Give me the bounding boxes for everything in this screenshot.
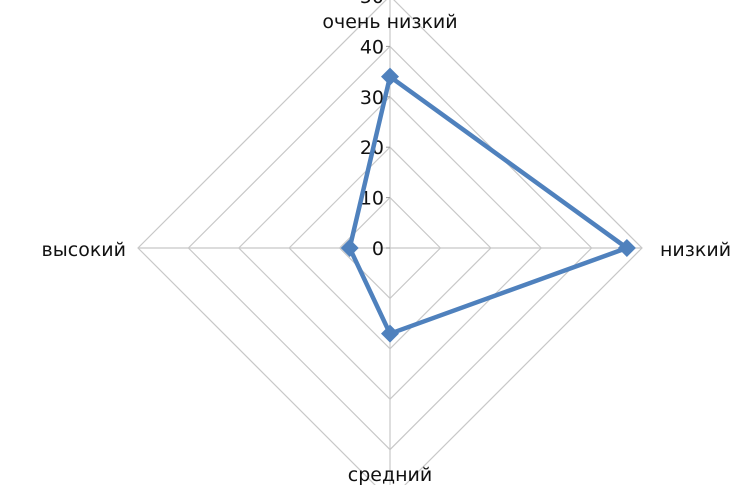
series-line bbox=[347, 74, 630, 336]
tick-label-30: 30 bbox=[360, 87, 384, 109]
data-point-2 bbox=[617, 239, 636, 257]
category-label-2: низкий bbox=[660, 239, 731, 261]
tick-label-0: 0 bbox=[372, 238, 384, 260]
data-point-1 bbox=[381, 67, 399, 86]
category-labels: очень низкий низкий средний высокий bbox=[42, 11, 732, 485]
tick-label-10: 10 bbox=[360, 188, 384, 210]
tick-label-50: 50 bbox=[360, 0, 384, 8]
category-label-4: высокий bbox=[42, 239, 126, 261]
series-layer bbox=[340, 67, 636, 343]
data-point-3 bbox=[381, 324, 399, 343]
tick-label-40: 40 bbox=[360, 36, 384, 58]
category-label-3: средний bbox=[348, 464, 432, 485]
category-label-1: очень низкий bbox=[322, 11, 457, 33]
radial-tick-labels: 01020304050 bbox=[360, 0, 390, 260]
grid-ring-50 bbox=[137, 0, 643, 485]
data-point-4 bbox=[340, 239, 359, 257]
